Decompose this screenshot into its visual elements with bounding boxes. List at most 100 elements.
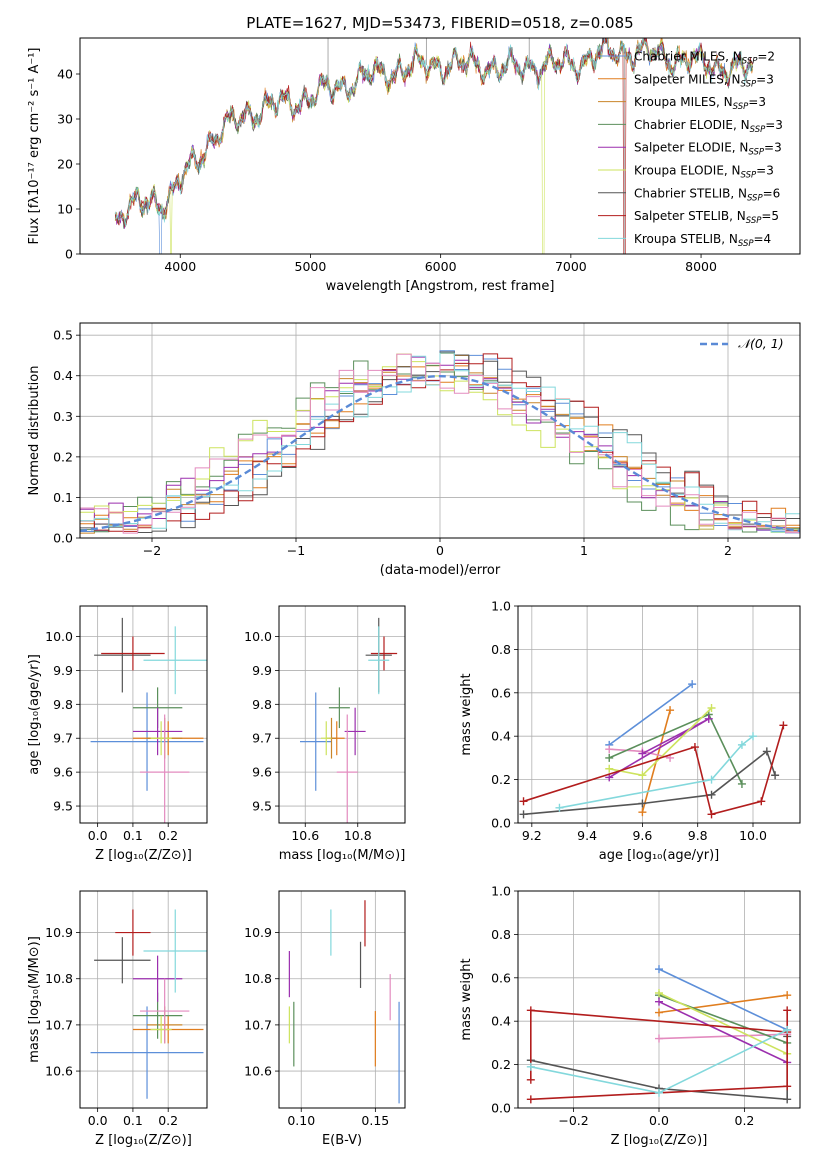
axes-frame [517, 605, 801, 824]
legend-entry: 𝒩(0, 1) [738, 336, 784, 351]
y-tick-label: 9.7 [252, 731, 272, 746]
y-tick-label: 1.0 [491, 884, 511, 899]
weight-point [655, 988, 663, 997]
y-axis-label: Flux [fλ10⁻¹⁷ erg cm⁻² s⁻¹ A⁻¹] [27, 48, 42, 245]
y-tick-label: 10.0 [45, 629, 73, 644]
legend-entry: Chabrier STELIB, NSSP=6 [634, 186, 780, 203]
x-tick-label: 1 [580, 543, 588, 558]
y-tick-label: 20 [57, 157, 73, 172]
x-axis-label: (data-model)/error [380, 563, 501, 578]
x-tick-label: 0.0 [649, 1113, 669, 1128]
y-axis-label: age [log₁₀(age/yr)] [27, 654, 42, 775]
weight-point [638, 771, 647, 780]
weight-series-salpeter_stelib [530, 1009, 788, 1101]
y-tick-label: 9.8 [53, 697, 73, 712]
x-tick-label: 0.10 [287, 1113, 315, 1128]
x-tick-label: 0 [436, 543, 444, 558]
weight-point [638, 808, 647, 817]
weight-point [519, 797, 528, 806]
y-tick-label: 0.0 [491, 1101, 511, 1116]
weight-point [688, 680, 697, 689]
y-axis-label: mass [log₁₀(M/M⊙)] [27, 936, 42, 1063]
x-axis-label: Z [log₁₀(Z/Z⊙)] [95, 848, 192, 863]
y-tick-label: 0.6 [491, 970, 511, 985]
weight-point [666, 706, 675, 715]
weight-point [655, 1034, 663, 1043]
weight-point [526, 1062, 535, 1071]
legend-entry: Chabrier ELODIE, NSSP=3 [634, 118, 783, 135]
x-tick-label: 4000 [164, 259, 196, 274]
y-tick-label: 9.7 [53, 731, 73, 746]
y-tick-label: 0.0 [53, 531, 73, 546]
y-tick-label: 9.8 [252, 697, 272, 712]
axes-frame [79, 605, 208, 824]
weight-series-chabrier_miles [658, 968, 788, 1031]
weight-series-kroupa_elodie [609, 707, 713, 777]
legend-entry: Kroupa STELIB, NSSP=4 [634, 232, 771, 249]
y-tick-label: 0.8 [491, 927, 511, 942]
y-tick-label: 0.4 [53, 368, 73, 383]
x-tick-label: 0.0 [88, 828, 108, 843]
spectrum-series-chabrier_stelib [114, 38, 753, 226]
x-tick-label: 5000 [295, 259, 327, 274]
y-tick-label: 9.9 [252, 663, 272, 678]
weight-series-salpeter_miles [658, 994, 788, 1014]
weight-point [762, 747, 771, 756]
weight-point [707, 703, 716, 712]
normal-curve [80, 374, 800, 533]
x-tick-label: 10.6 [291, 828, 319, 843]
x-tick-label: 9.6 [632, 828, 652, 843]
y-tick-label: 0.3 [53, 409, 73, 424]
x-tick-label: 10.0 [739, 828, 767, 843]
weight-series-kroupa_stelib [559, 735, 754, 809]
x-tick-label: 9.2 [522, 828, 542, 843]
y-tick-label: 0.4 [491, 729, 511, 744]
x-tick-label: 8000 [685, 259, 717, 274]
legend-entry: Salpeter STELIB, NSSP=5 [634, 209, 779, 226]
x-tick-label: −2 [143, 543, 161, 558]
x-tick-label: 9.4 [577, 828, 597, 843]
x-tick-label: 9.8 [688, 828, 708, 843]
chart-title: PLATE=1627, MJD=53473, FIBERID=0518, z=0… [246, 14, 633, 32]
y-tick-label: 10.0 [244, 629, 272, 644]
legend-entry: Kroupa MILES, NSSP=3 [634, 95, 766, 112]
weight-point [638, 799, 647, 808]
y-tick-label: 10.7 [244, 1017, 272, 1032]
x-axis-label: age [log₁₀(age/yr)] [599, 848, 720, 863]
y-tick-label: 40 [57, 67, 73, 82]
y-tick-label: 0.8 [491, 642, 511, 657]
x-tick-label: 7000 [555, 259, 587, 274]
x-tick-label: 0.0 [88, 1113, 108, 1128]
x-tick-label: 2 [724, 543, 732, 558]
x-axis-label: Z [log₁₀(Z/Z⊙)] [95, 1133, 192, 1148]
weight-point [519, 810, 528, 819]
x-tick-label: −0.2 [558, 1113, 588, 1128]
y-tick-label: 9.9 [53, 663, 73, 678]
weight-point [783, 1095, 792, 1104]
x-axis-label: wavelength [Angstrom, rest frame] [326, 279, 555, 294]
legend-entry: Kroupa ELODIE, NSSP=3 [634, 164, 774, 181]
weight-point [605, 753, 614, 762]
y-tick-label: 0.1 [53, 490, 73, 505]
y-axis-label: mass weight [459, 958, 474, 1040]
weight-point [707, 775, 716, 784]
x-tick-label: 0.2 [158, 828, 178, 843]
spectrum-series-salpeter_stelib [114, 38, 753, 254]
y-tick-label: 30 [57, 112, 73, 127]
axes-frame [79, 37, 801, 255]
y-tick-label: 10.6 [45, 1064, 73, 1079]
x-tick-label: 0.2 [158, 1113, 178, 1128]
y-tick-label: 0.4 [491, 1014, 511, 1029]
weight-point [707, 810, 716, 819]
x-tick-label: 0.1 [123, 1113, 143, 1128]
weight-point [783, 1006, 792, 1015]
y-tick-label: 10.8 [45, 971, 73, 986]
x-axis-label: mass [log₁₀(M/M⊙)] [279, 848, 406, 863]
spectrum-series-kroupa_stelib [114, 38, 753, 227]
x-tick-label: 0.15 [361, 1113, 389, 1128]
weight-point [605, 745, 614, 754]
y-tick-label: 9.6 [252, 765, 272, 780]
weight-point [737, 740, 746, 749]
weight-point [737, 779, 746, 788]
weight-point [757, 797, 766, 806]
